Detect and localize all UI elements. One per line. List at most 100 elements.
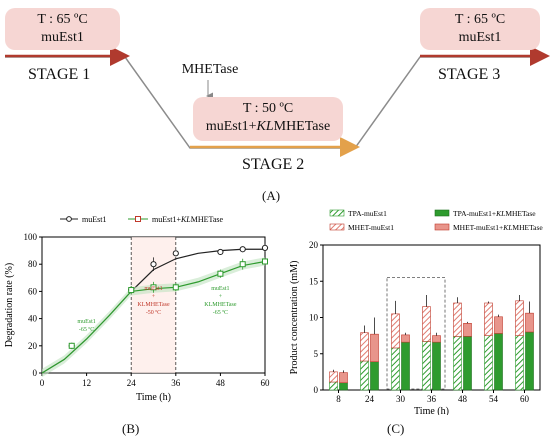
mhetase-added-label: MHETase: [181, 62, 239, 77]
stage2-box: [193, 97, 343, 141]
x-axis-title: Time (h): [136, 392, 171, 403]
data-point: [128, 287, 135, 294]
legend-swatch: [329, 209, 345, 217]
stage1-enzyme: muEst1: [41, 30, 84, 45]
bar-tpa-combo: [525, 331, 534, 391]
bar-mhet-muest1: [360, 332, 369, 362]
legend-label: TPA-muEst1: [348, 209, 387, 218]
y-tick-label: 40: [28, 314, 38, 324]
stage3-temp: T : 65 ºC: [454, 12, 506, 27]
bar-tpa-muest1: [453, 336, 462, 391]
annotation-line: KLMHETase: [137, 302, 170, 308]
x-tick-label: 36: [427, 394, 437, 404]
y-tick-label: 20: [309, 240, 319, 250]
bar-tpa-combo: [370, 361, 379, 391]
data-point: [172, 284, 179, 291]
legend-label-muest1: muEst1: [82, 215, 106, 224]
bar-mhet-muest1: [453, 302, 462, 337]
bar-mhet-muest1: [484, 302, 493, 336]
x-tick-label: 48: [458, 394, 468, 404]
legend-swatch: [434, 209, 450, 217]
stage3-box: [420, 8, 540, 50]
y-axis-title: Degradation rate (%): [4, 263, 15, 347]
bar-tpa-muest1: [329, 381, 338, 391]
bar-tpa-combo: [432, 341, 441, 391]
legend-swatch: [434, 223, 450, 231]
x-tick-label: 60: [261, 378, 271, 388]
plot-frame: [322, 244, 541, 391]
bar-mhet-muest1: [391, 313, 400, 349]
x-tick-label: 48: [216, 378, 226, 388]
bar-mhet-combo: [494, 316, 503, 334]
x-tick-label: 24: [365, 394, 375, 404]
annotation-line: -65 ºC: [213, 310, 228, 316]
stage3-label: STAGE 3: [438, 66, 501, 83]
x-tick-label: 30: [396, 394, 406, 404]
data-point: [68, 342, 75, 349]
y-tick-label: 60: [28, 286, 38, 296]
x-tick-label: 8: [336, 394, 341, 404]
x-tick-label: 54: [489, 394, 499, 404]
x-axis-title: Time (h): [414, 406, 449, 415]
x-tick-label: 24: [127, 378, 137, 388]
y-tick-label: 20: [28, 341, 38, 351]
bar-mhet-muest1: [329, 371, 338, 383]
data-point: [150, 284, 157, 291]
bar-mhet-combo: [339, 372, 348, 384]
bar-mhet-combo: [463, 323, 472, 337]
annotation-line: muEst1: [77, 319, 95, 325]
legend-marker-muest1: [66, 216, 72, 222]
data-point: [239, 246, 246, 253]
bar-mhet-muest1: [515, 300, 524, 336]
bar-tpa-muest1: [360, 360, 369, 391]
x-tick-label: 60: [520, 394, 530, 404]
legend-label: MHET-muEst1+KLMHETase: [453, 223, 543, 232]
data-point: [172, 250, 179, 257]
stage2-temp: T : 50 ºC: [242, 101, 294, 116]
stage2-enzyme: muEst1+KLMHETase: [205, 119, 331, 134]
y-tick-label: 80: [28, 259, 38, 269]
stage1-label: STAGE 1: [28, 66, 91, 83]
bar-tpa-combo: [494, 333, 503, 391]
x-tick-label: 12: [82, 378, 91, 388]
y-tick-label: 100: [24, 232, 38, 242]
stage2-label: STAGE 2: [242, 156, 305, 173]
y-tick-label: 15: [309, 276, 319, 286]
x-tick-label: 36: [171, 378, 181, 388]
bar-tpa-muest1: [515, 335, 524, 391]
bar-mhet-muest1: [422, 306, 431, 342]
legend-marker-combo: [135, 216, 141, 222]
bar-tpa-muest1: [391, 347, 400, 391]
y-tick-label: 0: [33, 368, 38, 378]
annotation-line: +: [219, 294, 223, 300]
data-point: [262, 258, 268, 265]
annotation-line: muEst1: [144, 286, 162, 292]
annotation-line: -50 ºC: [146, 310, 161, 316]
panel-a-label: (A): [262, 188, 281, 203]
bar-mhet-combo: [432, 335, 441, 343]
legend-label-combo: muEst1+KLMHETase: [152, 215, 224, 224]
legend-label: TPA-muEst1+KLMHETase: [453, 209, 536, 218]
y-tick-label: 10: [309, 313, 319, 323]
bar-tpa-combo: [401, 341, 410, 391]
legend-label: MHET-muEst1: [348, 223, 394, 232]
stage3-enzyme: muEst1: [458, 30, 502, 45]
annotation-line: -65 ºC: [79, 327, 94, 333]
y-tick-label: 0: [314, 385, 319, 395]
stage1-box: [5, 8, 120, 50]
data-point: [239, 261, 246, 268]
bar-mhet-combo: [401, 334, 410, 343]
data-point: [217, 270, 224, 277]
y-tick-label: 5: [314, 349, 319, 359]
stage1-temp: T : 65 ºC: [37, 12, 88, 27]
bar-tpa-muest1: [422, 341, 431, 391]
data-point: [261, 244, 269, 251]
bar-mhet-combo: [370, 333, 379, 363]
annotation-line: muEst1: [211, 286, 229, 292]
bar-tpa-muest1: [484, 335, 493, 391]
annotation-line: KLMHETase: [204, 302, 237, 308]
product-chart: 0 5 10 15 20 Time (h) Product concentration (m…: [289, 209, 543, 415]
data-point: [217, 248, 224, 256]
bar-mhet-combo: [525, 312, 534, 333]
panel-b-label: (B): [122, 421, 140, 436]
